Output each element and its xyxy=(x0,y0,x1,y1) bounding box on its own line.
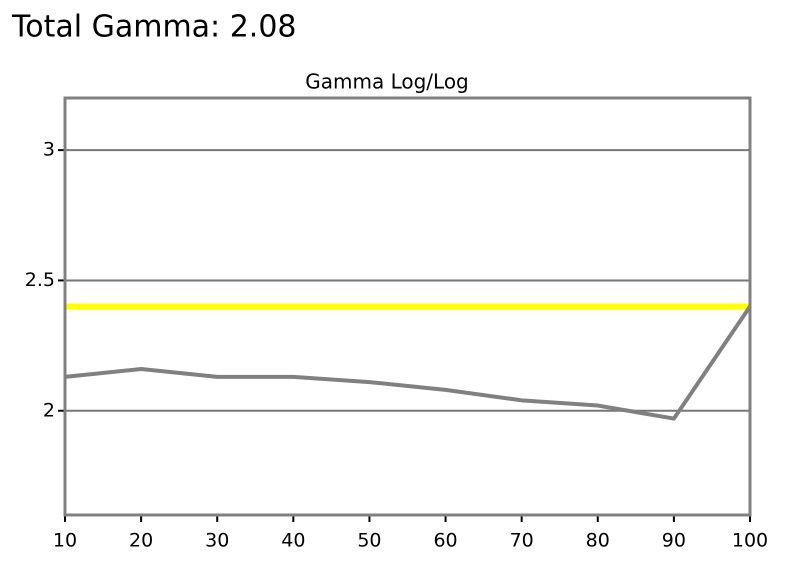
page-title: Total Gamma: 2.08 xyxy=(11,10,297,45)
x-tick-label: 100 xyxy=(732,530,768,552)
x-tick-label: 90 xyxy=(662,530,686,552)
y-tick-label: 3 xyxy=(43,139,55,161)
plot-frame xyxy=(63,96,752,517)
y-tick-label: 2 xyxy=(43,399,55,421)
x-tick-label: 20 xyxy=(129,530,153,552)
data-line xyxy=(64,305,752,421)
x-tick-label: 70 xyxy=(510,530,534,552)
x-tick-label: 60 xyxy=(433,530,457,552)
x-tick-label: 50 xyxy=(357,530,381,552)
x-tick-label: 40 xyxy=(281,530,305,552)
x-tick-label: 80 xyxy=(586,530,610,552)
chart-title: Gamma Log/Log xyxy=(305,70,469,94)
y-tick-label: 2.5 xyxy=(25,269,55,291)
x-tick-label: 30 xyxy=(205,530,229,552)
x-tick-label: 10 xyxy=(53,530,77,552)
